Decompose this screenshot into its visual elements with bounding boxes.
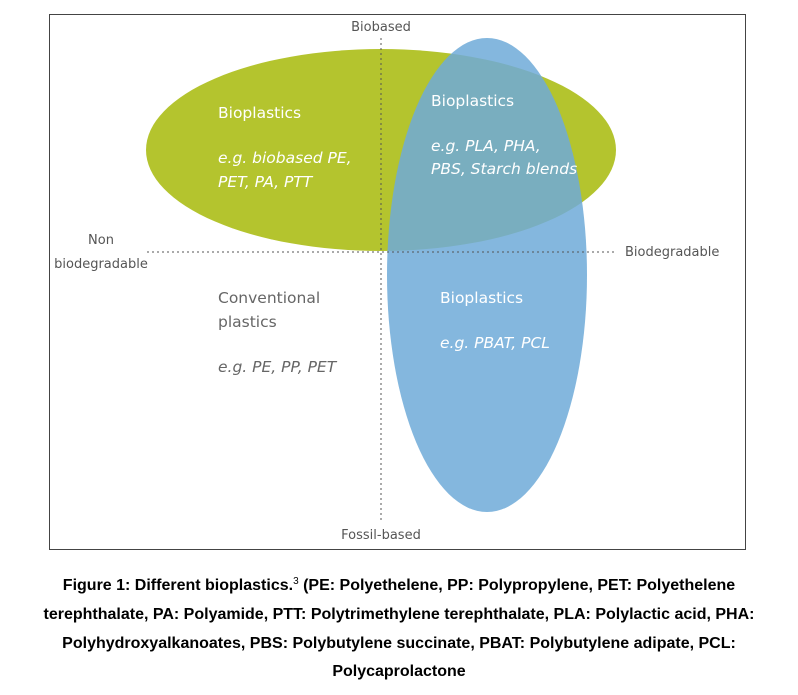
- axis-label: Biobased: [351, 20, 411, 35]
- region-title: plastics: [218, 313, 277, 331]
- axis-label: Non: [88, 233, 114, 248]
- region-example: e.g. PBAT, PCL: [440, 334, 550, 352]
- axis-label: Biodegradable: [625, 245, 719, 260]
- axis-label: biodegradable: [54, 257, 148, 272]
- biodegradable-ellipse: [387, 38, 587, 512]
- region-example: e.g. biobased PE,: [218, 149, 352, 167]
- caption-line: terephthalate, PA: Polyamide, PTT: Polyt…: [44, 606, 755, 623]
- caption-line: Polyhydroxyalkanoates, PBS: Polybutylene…: [62, 635, 736, 652]
- axis-label: Fossil-based: [341, 528, 421, 543]
- region-example: PBS, Starch blends: [431, 160, 577, 178]
- region-title: Conventional: [218, 289, 320, 307]
- caption-line: Polycaprolactone: [332, 663, 465, 680]
- region-example: e.g. PE, PP, PET: [218, 358, 338, 376]
- caption-title: Figure 1: Different bioplastics.: [63, 577, 293, 594]
- region-title: Bioplastics: [218, 104, 301, 122]
- region-title: Bioplastics: [431, 92, 514, 110]
- footnote-mark: 3: [293, 576, 299, 587]
- region-title: Bioplastics: [440, 289, 523, 307]
- region-example: e.g. PLA, PHA,: [431, 137, 541, 155]
- caption-line: Figure 1: Different bioplastics.3 (PE: P…: [63, 576, 735, 594]
- caption-text: (PE: Polyethelene, PP: Polypropylene, PE…: [299, 577, 736, 594]
- frame: [49, 14, 746, 550]
- region-example: PET, PA, PTT: [218, 173, 314, 191]
